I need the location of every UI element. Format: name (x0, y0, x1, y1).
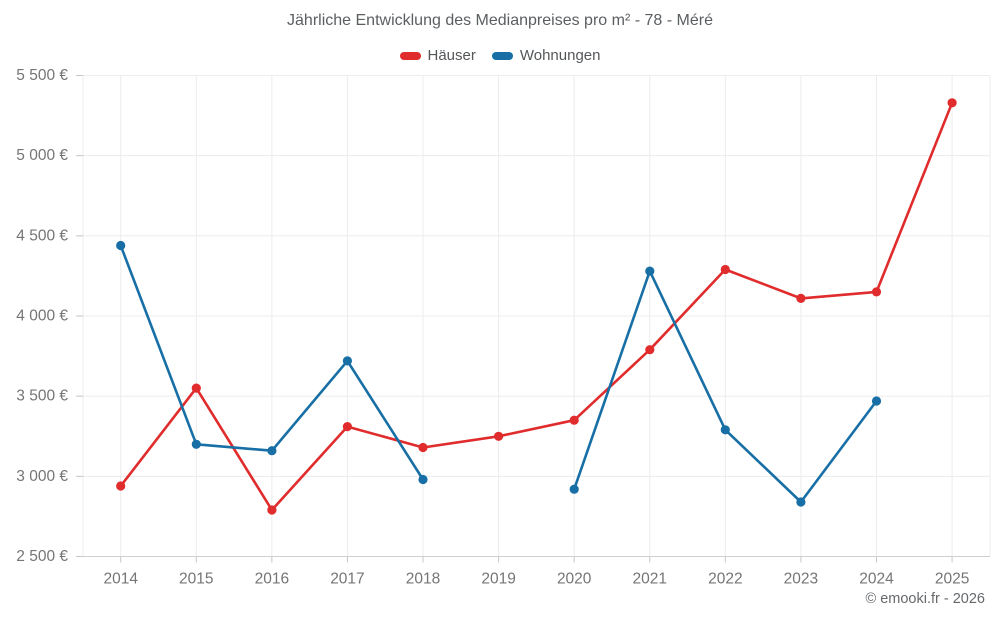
legend-item-wohnungen[interactable]: Wohnungen (491, 47, 601, 64)
data-point-hauser[interactable] (418, 442, 428, 453)
x-axis-label: 2022 (708, 571, 742, 588)
legend-swatch-hauser (399, 51, 421, 60)
legend-label-hauser: Häuser (427, 47, 476, 64)
data-point-wohnungen[interactable] (720, 425, 730, 435)
data-point-hauser[interactable] (796, 293, 806, 303)
x-axis-label: 2015 (179, 571, 213, 588)
y-axis-label: 3 500 € (16, 388, 68, 405)
y-axis-label: 2 500 € (16, 548, 68, 565)
x-axis-label: 2014 (103, 571, 138, 588)
data-point-hauser[interactable] (116, 481, 126, 491)
data-point-wohnungen[interactable] (116, 240, 126, 251)
x-axis-label: 2021 (633, 571, 667, 588)
data-point-wohnungen[interactable] (569, 484, 579, 494)
x-axis-label: 2019 (481, 571, 515, 588)
data-point-hauser[interactable] (494, 431, 504, 441)
data-point-hauser[interactable] (645, 345, 655, 355)
data-point-wohnungen[interactable] (418, 474, 428, 485)
legend: Häuser Wohnungen (0, 47, 1000, 64)
data-point-hauser[interactable] (191, 383, 201, 393)
legend-label-wohnungen: Wohnungen (519, 47, 601, 64)
chart-title: Jährliche Entwicklung des Medianpreises … (287, 12, 713, 29)
x-axis-label: 2018 (406, 571, 440, 588)
data-point-wohnungen[interactable] (191, 439, 201, 449)
x-axis-label: 2024 (859, 571, 894, 588)
y-axis-label: 5 000 € (16, 147, 68, 164)
copyright: © emooki.fr - 2026 (865, 591, 985, 607)
y-axis-label: 5 500 € (16, 67, 68, 84)
x-axis-label: 2016 (255, 571, 289, 588)
data-point-wohnungen[interactable] (871, 396, 882, 406)
data-point-wohnungen[interactable] (267, 446, 277, 456)
data-point-hauser[interactable] (569, 415, 579, 425)
x-axis-label: 2025 (935, 571, 969, 588)
data-point-hauser[interactable] (267, 505, 277, 515)
data-point-hauser[interactable] (871, 287, 882, 297)
series-line-hauser (119, 101, 954, 512)
y-axis-label: 4 000 € (16, 308, 68, 325)
y-axis-label: 4 500 € (16, 227, 68, 244)
data-point-hauser[interactable] (342, 422, 352, 432)
data-point-wohnungen[interactable] (796, 497, 806, 507)
data-point-wohnungen[interactable] (342, 356, 352, 366)
data-point-wohnungen[interactable] (645, 266, 655, 276)
data-point-hauser[interactable] (720, 264, 730, 275)
y-axis-label: 3 000 € (16, 468, 68, 485)
legend-item-hauser[interactable]: Häuser (399, 47, 476, 64)
legend-swatch-wohnungen (491, 51, 513, 60)
x-axis-label: 2023 (784, 571, 818, 588)
x-axis-label: 2017 (330, 571, 364, 588)
data-point-hauser[interactable] (947, 98, 957, 108)
x-axis-label: 2020 (557, 571, 592, 588)
